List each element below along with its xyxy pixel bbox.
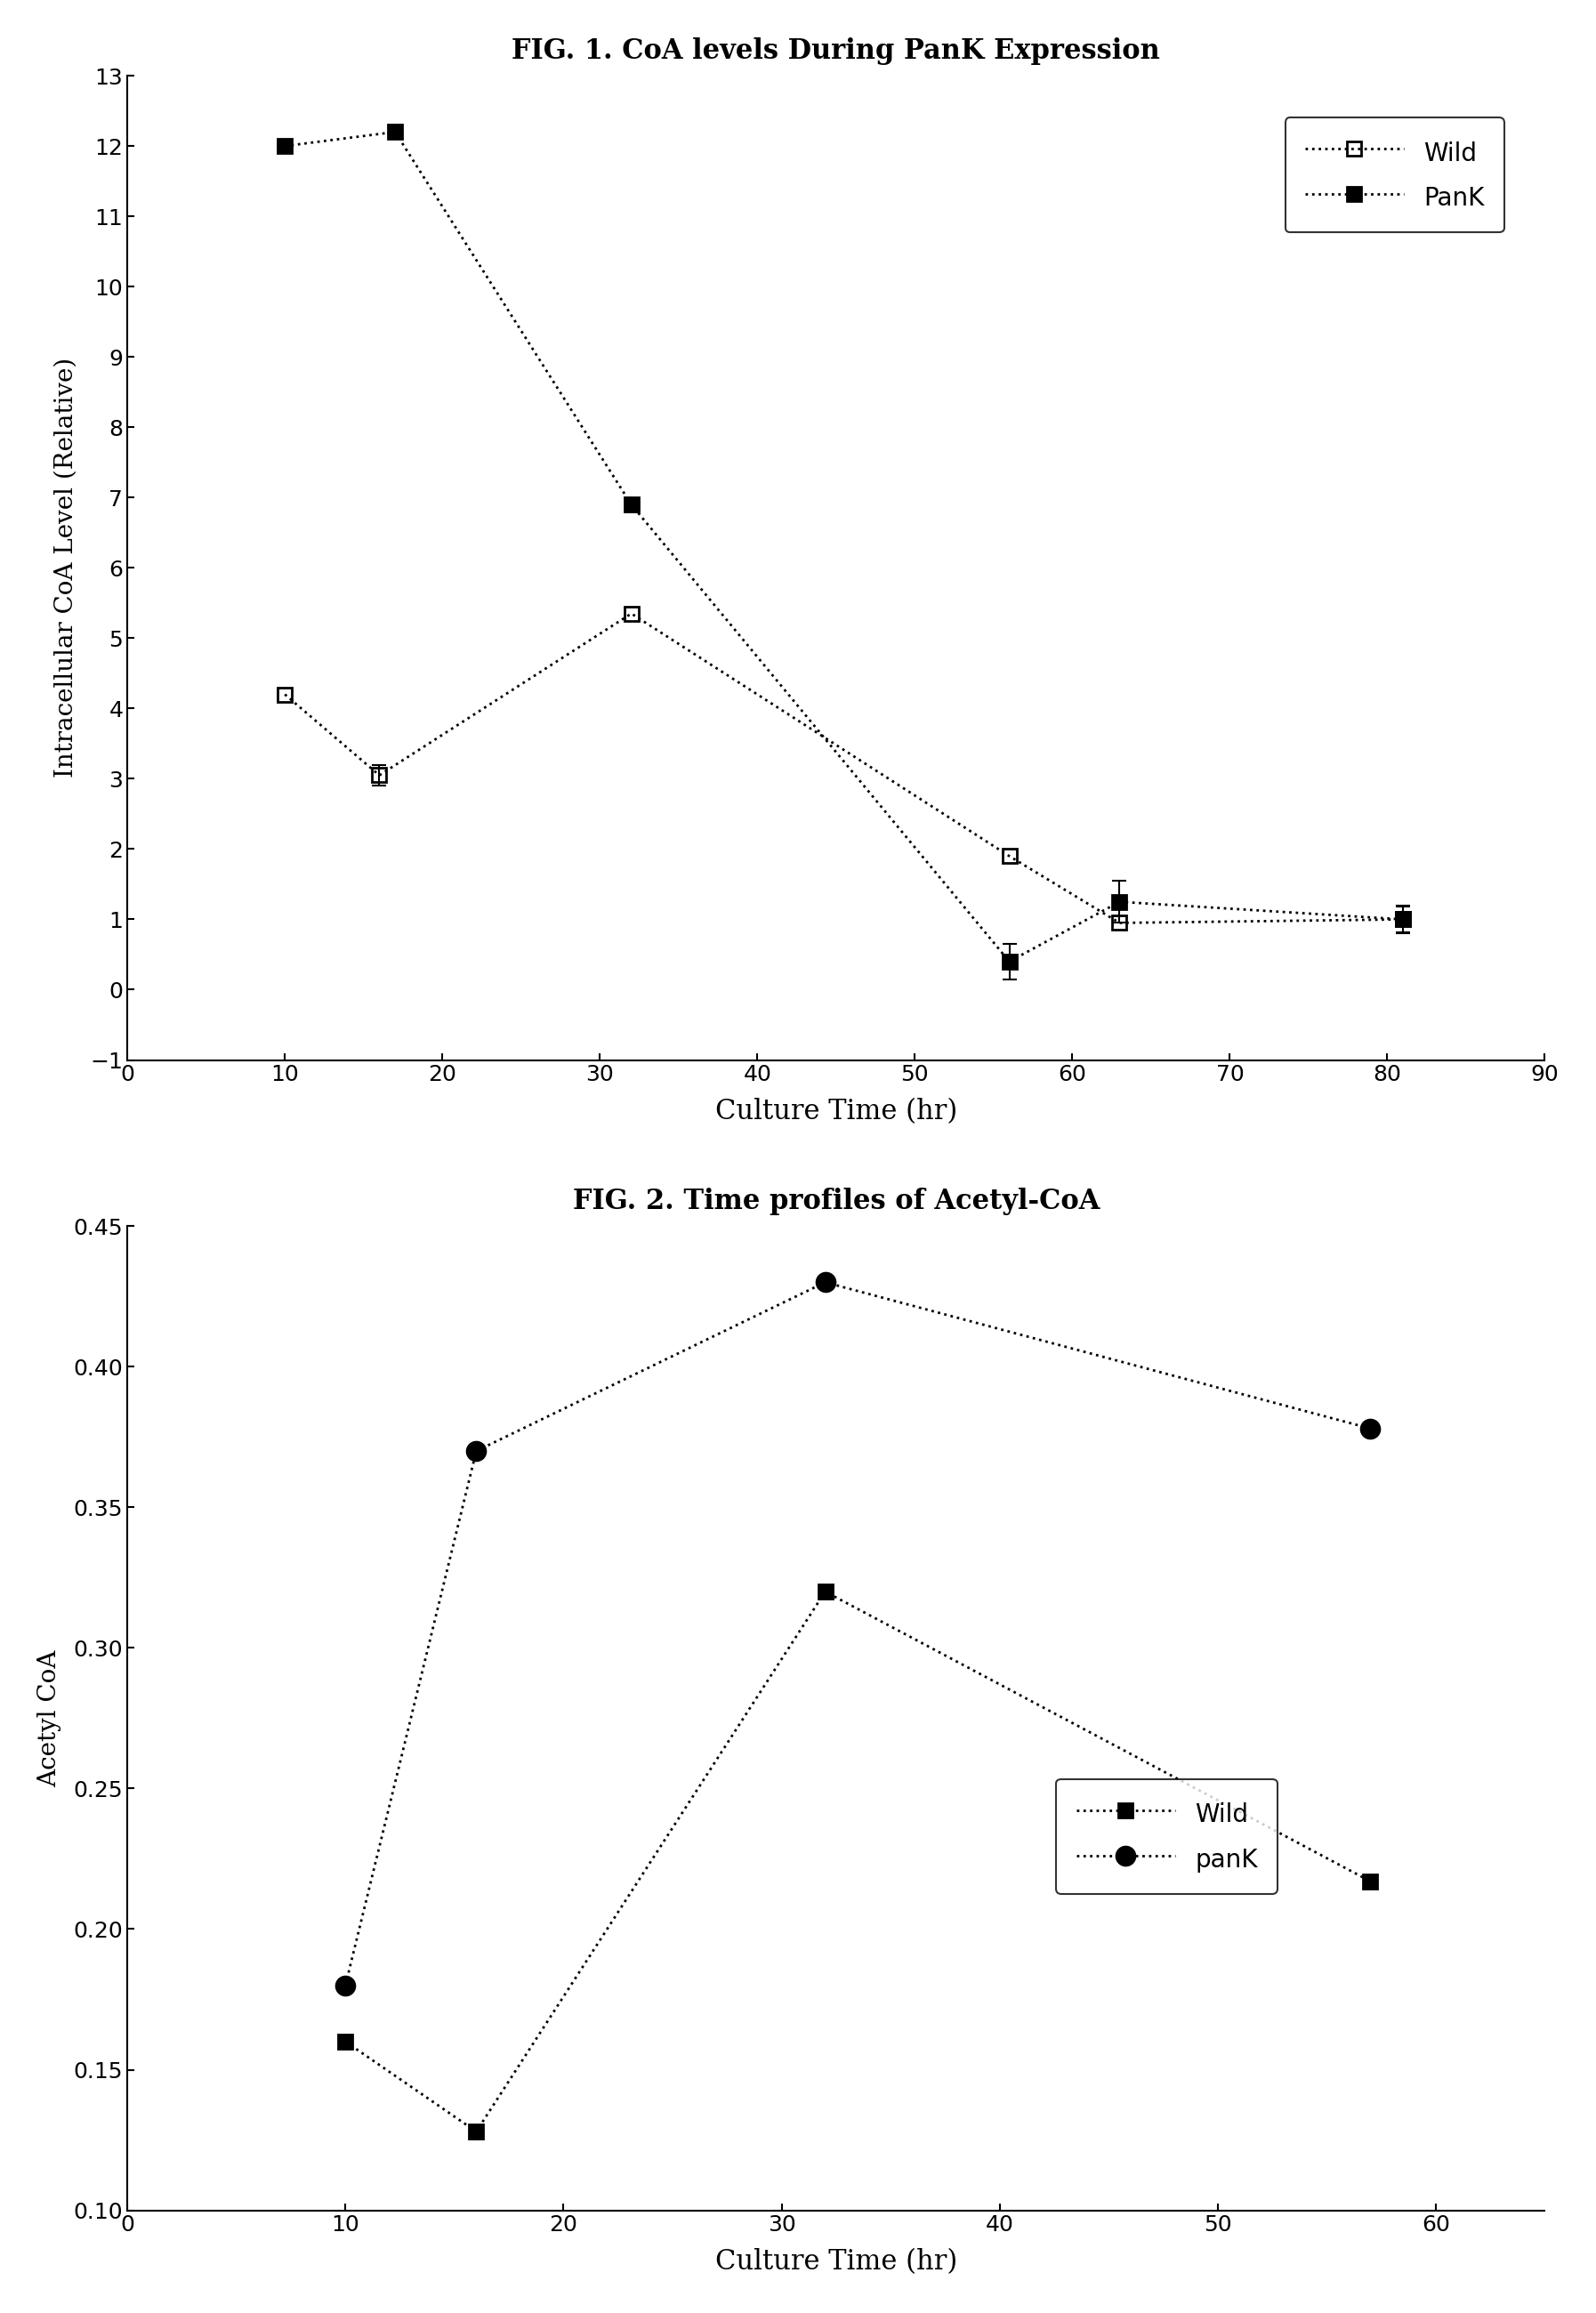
Y-axis label: Intracellular CoA Level (Relative): Intracellular CoA Level (Relative)	[54, 359, 78, 777]
panK	[816, 1268, 835, 1295]
Wild	[622, 599, 642, 627]
Y-axis label: Acetyl CoA: Acetyl CoA	[37, 1649, 61, 1788]
PanK	[386, 118, 405, 146]
Legend: Wild, PanK: Wild, PanK	[1285, 118, 1503, 231]
Wild	[466, 2119, 485, 2146]
X-axis label: Culture Time (hr): Culture Time (hr)	[715, 2248, 958, 2276]
panK	[1361, 1416, 1381, 1443]
Wild	[816, 1577, 835, 1605]
Wild	[370, 761, 389, 789]
PanK	[1109, 888, 1128, 916]
Line: Wild: Wild	[278, 606, 1411, 930]
PanK	[1393, 904, 1412, 932]
Wild	[1393, 904, 1412, 932]
Wild	[999, 842, 1018, 870]
Legend: Wild, panK: Wild, panK	[1057, 1779, 1277, 1894]
PanK	[999, 948, 1018, 976]
Wild	[335, 2029, 354, 2056]
Title: FIG. 1. CoA levels During PanK Expression: FIG. 1. CoA levels During PanK Expressio…	[512, 37, 1160, 65]
Line: PanK: PanK	[278, 125, 1411, 969]
Title: FIG. 2. Time profiles of Acetyl-CoA: FIG. 2. Time profiles of Acetyl-CoA	[573, 1187, 1100, 1214]
panK	[466, 1436, 485, 1464]
Wild	[1109, 909, 1128, 937]
Wild	[1361, 1867, 1381, 1894]
Line: panK: panK	[337, 1272, 1379, 1994]
Wild	[275, 680, 294, 708]
Line: Wild: Wild	[338, 1584, 1377, 2140]
PanK	[275, 132, 294, 160]
PanK	[622, 490, 642, 518]
panK	[335, 1971, 354, 1998]
X-axis label: Culture Time (hr): Culture Time (hr)	[715, 1099, 958, 1126]
